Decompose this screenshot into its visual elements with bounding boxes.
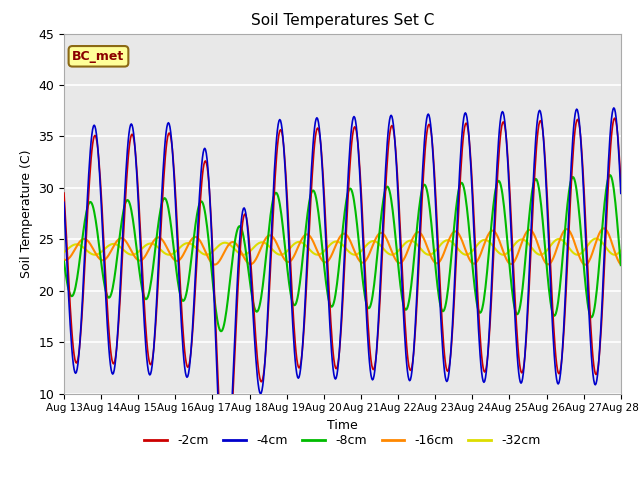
Text: BC_met: BC_met <box>72 50 125 63</box>
Title: Soil Temperatures Set C: Soil Temperatures Set C <box>251 13 434 28</box>
Legend: -2cm, -4cm, -8cm, -16cm, -32cm: -2cm, -4cm, -8cm, -16cm, -32cm <box>140 429 545 452</box>
Y-axis label: Soil Temperature (C): Soil Temperature (C) <box>20 149 33 278</box>
X-axis label: Time: Time <box>327 419 358 432</box>
